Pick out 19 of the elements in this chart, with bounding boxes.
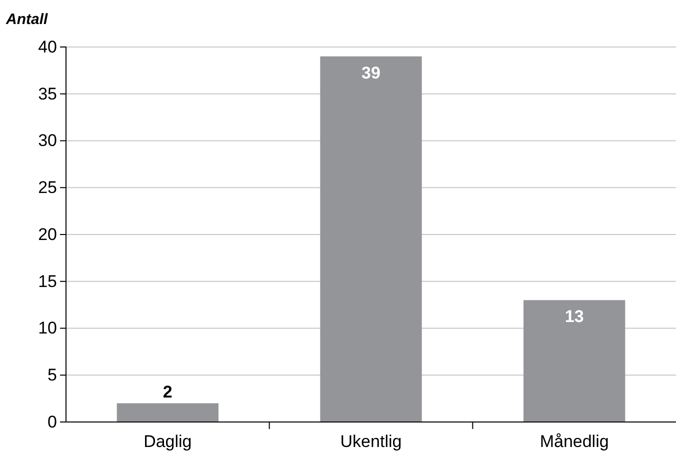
data-label: 13 [564, 307, 584, 326]
x-tick-label: Ukentlig [340, 432, 402, 451]
y-tick-label: 35 [38, 84, 57, 104]
x-tick-label: Månedlig [540, 432, 609, 451]
y-tick-label: 20 [38, 224, 57, 244]
y-tick-label: 40 [38, 37, 57, 56]
y-axis-title: Antall [5, 11, 48, 28]
y-tick-label: 10 [38, 318, 57, 338]
bar [524, 300, 626, 422]
y-tick-label: 15 [38, 272, 57, 291]
x-tick-label: Daglig [144, 432, 192, 451]
y-tick-label: 30 [38, 131, 57, 150]
data-label: 2 [162, 382, 172, 402]
data-label: 39 [362, 63, 380, 82]
bar [320, 56, 422, 422]
y-tick-label: 25 [38, 178, 57, 198]
y-tick-label: 0 [48, 412, 57, 432]
y-tick-label: 5 [48, 366, 57, 385]
bar [116, 403, 218, 422]
